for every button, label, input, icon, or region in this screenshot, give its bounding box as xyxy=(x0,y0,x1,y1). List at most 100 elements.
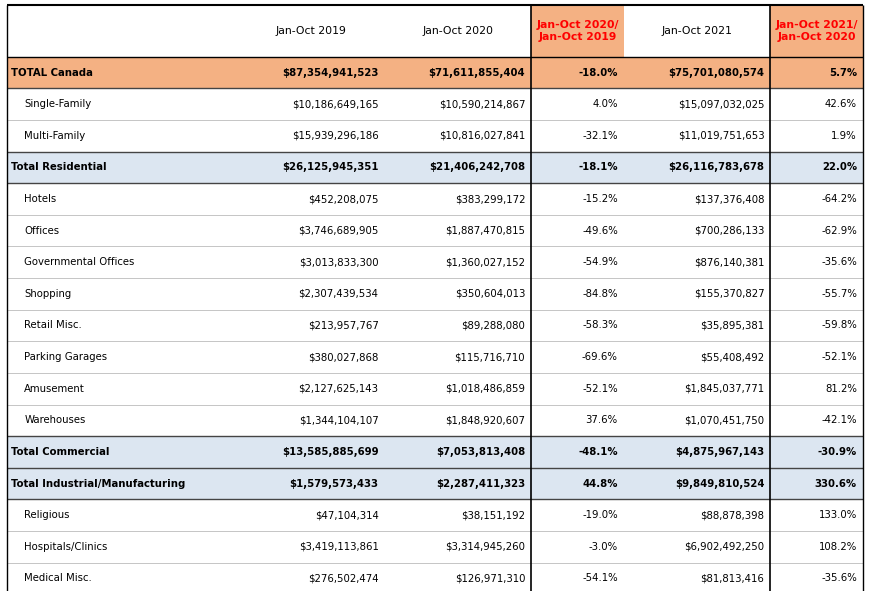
Text: 81.2%: 81.2% xyxy=(824,384,856,394)
Text: -64.2%: -64.2% xyxy=(820,194,856,204)
Bar xyxy=(7,152,862,183)
Text: $81,813,416: $81,813,416 xyxy=(700,573,764,583)
Text: $15,097,032,025: $15,097,032,025 xyxy=(677,99,764,109)
Text: $350,604,013: $350,604,013 xyxy=(454,289,525,299)
Text: -15.2%: -15.2% xyxy=(581,194,617,204)
Text: $47,104,314: $47,104,314 xyxy=(315,510,378,520)
Text: $155,370,827: $155,370,827 xyxy=(693,289,764,299)
Text: $87,354,941,523: $87,354,941,523 xyxy=(282,67,378,77)
Text: 42.6%: 42.6% xyxy=(824,99,856,109)
Text: $11,019,751,653: $11,019,751,653 xyxy=(677,131,764,141)
Text: $1,848,920,607: $1,848,920,607 xyxy=(445,415,525,426)
Text: Amusement: Amusement xyxy=(24,384,85,394)
Text: Total Commercial: Total Commercial xyxy=(11,447,109,457)
Text: -49.6%: -49.6% xyxy=(581,226,617,236)
Text: $700,286,133: $700,286,133 xyxy=(693,226,764,236)
Text: Hospitals/Clinics: Hospitals/Clinics xyxy=(24,542,108,552)
Text: Warehouses: Warehouses xyxy=(24,415,86,426)
Text: -30.9%: -30.9% xyxy=(817,447,856,457)
Bar xyxy=(531,5,623,57)
Text: -58.3%: -58.3% xyxy=(581,320,617,330)
Text: $55,408,492: $55,408,492 xyxy=(700,352,764,362)
Text: Total Industrial/Manufacturing: Total Industrial/Manufacturing xyxy=(11,479,185,489)
Text: $1,845,037,771: $1,845,037,771 xyxy=(683,384,764,394)
Text: $10,186,649,165: $10,186,649,165 xyxy=(292,99,378,109)
Text: Jan-Oct 2019: Jan-Oct 2019 xyxy=(275,26,347,35)
Text: $38,151,192: $38,151,192 xyxy=(461,510,525,520)
Text: -69.6%: -69.6% xyxy=(581,352,617,362)
Text: $35,895,381: $35,895,381 xyxy=(700,320,764,330)
Text: 22.0%: 22.0% xyxy=(821,163,856,173)
Text: Hotels: Hotels xyxy=(24,194,56,204)
Text: $2,307,439,534: $2,307,439,534 xyxy=(298,289,378,299)
Text: -52.1%: -52.1% xyxy=(581,384,617,394)
Text: $26,125,945,351: $26,125,945,351 xyxy=(282,163,378,173)
Text: Single-Family: Single-Family xyxy=(24,99,91,109)
Text: $3,013,833,300: $3,013,833,300 xyxy=(299,257,378,267)
Text: $1,070,451,750: $1,070,451,750 xyxy=(683,415,764,426)
Text: Jan-Oct 2021/
Jan-Oct 2020: Jan-Oct 2021/ Jan-Oct 2020 xyxy=(774,20,857,42)
Text: $89,288,080: $89,288,080 xyxy=(461,320,525,330)
Text: $3,419,113,861: $3,419,113,861 xyxy=(298,542,378,552)
Text: 4.0%: 4.0% xyxy=(592,99,617,109)
Text: $10,816,027,841: $10,816,027,841 xyxy=(438,131,525,141)
Text: -54.9%: -54.9% xyxy=(581,257,617,267)
Text: $1,887,470,815: $1,887,470,815 xyxy=(445,226,525,236)
Text: Religious: Religious xyxy=(24,510,70,520)
Text: -18.0%: -18.0% xyxy=(578,67,617,77)
Text: Retail Misc.: Retail Misc. xyxy=(24,320,82,330)
Text: Jan-Oct 2021: Jan-Oct 2021 xyxy=(661,26,732,35)
Text: $21,406,242,708: $21,406,242,708 xyxy=(428,163,525,173)
Text: -48.1%: -48.1% xyxy=(578,447,617,457)
Text: -52.1%: -52.1% xyxy=(820,352,856,362)
Bar xyxy=(7,436,862,468)
Text: Multi-Family: Multi-Family xyxy=(24,131,85,141)
Text: $4,875,967,143: $4,875,967,143 xyxy=(674,447,764,457)
Text: $75,701,080,574: $75,701,080,574 xyxy=(667,67,764,77)
Text: Medical Misc.: Medical Misc. xyxy=(24,573,92,583)
Text: -3.0%: -3.0% xyxy=(588,542,617,552)
Text: 330.6%: 330.6% xyxy=(814,479,856,489)
Text: $10,590,214,867: $10,590,214,867 xyxy=(438,99,525,109)
Text: -19.0%: -19.0% xyxy=(581,510,617,520)
Text: 44.8%: 44.8% xyxy=(581,479,617,489)
Text: Parking Garages: Parking Garages xyxy=(24,352,108,362)
Text: $276,502,474: $276,502,474 xyxy=(308,573,378,583)
Text: $1,579,573,433: $1,579,573,433 xyxy=(289,479,378,489)
Text: $452,208,075: $452,208,075 xyxy=(308,194,378,204)
Text: $2,127,625,143: $2,127,625,143 xyxy=(298,384,378,394)
Text: $876,140,381: $876,140,381 xyxy=(693,257,764,267)
Text: $1,344,104,107: $1,344,104,107 xyxy=(298,415,378,426)
Text: $115,716,710: $115,716,710 xyxy=(454,352,525,362)
Text: $9,849,810,524: $9,849,810,524 xyxy=(674,479,764,489)
Text: $380,027,868: $380,027,868 xyxy=(308,352,378,362)
Text: -32.1%: -32.1% xyxy=(581,131,617,141)
Text: $15,939,296,186: $15,939,296,186 xyxy=(291,131,378,141)
Text: $13,585,885,699: $13,585,885,699 xyxy=(282,447,378,457)
Text: -35.6%: -35.6% xyxy=(820,573,856,583)
Text: $137,376,408: $137,376,408 xyxy=(693,194,764,204)
Text: Governmental Offices: Governmental Offices xyxy=(24,257,135,267)
Text: TOTAL Canada: TOTAL Canada xyxy=(11,67,93,77)
Text: $26,116,783,678: $26,116,783,678 xyxy=(667,163,764,173)
Text: $3,314,945,260: $3,314,945,260 xyxy=(445,542,525,552)
Text: Total Residential: Total Residential xyxy=(11,163,107,173)
Bar xyxy=(770,5,862,57)
Text: 1.9%: 1.9% xyxy=(831,131,856,141)
Text: $383,299,172: $383,299,172 xyxy=(454,194,525,204)
Text: Shopping: Shopping xyxy=(24,289,71,299)
Text: $1,018,486,859: $1,018,486,859 xyxy=(445,384,525,394)
Bar xyxy=(7,57,862,88)
Text: 37.6%: 37.6% xyxy=(585,415,617,426)
Text: $126,971,310: $126,971,310 xyxy=(454,573,525,583)
Text: -84.8%: -84.8% xyxy=(581,289,617,299)
Text: -35.6%: -35.6% xyxy=(820,257,856,267)
Text: $1,360,027,152: $1,360,027,152 xyxy=(445,257,525,267)
Text: $71,611,855,404: $71,611,855,404 xyxy=(428,67,525,77)
Text: -42.1%: -42.1% xyxy=(820,415,856,426)
Text: $6,902,492,250: $6,902,492,250 xyxy=(683,542,764,552)
Text: -62.9%: -62.9% xyxy=(820,226,856,236)
Text: -54.1%: -54.1% xyxy=(581,573,617,583)
Text: -18.1%: -18.1% xyxy=(578,163,617,173)
Text: Offices: Offices xyxy=(24,226,59,236)
